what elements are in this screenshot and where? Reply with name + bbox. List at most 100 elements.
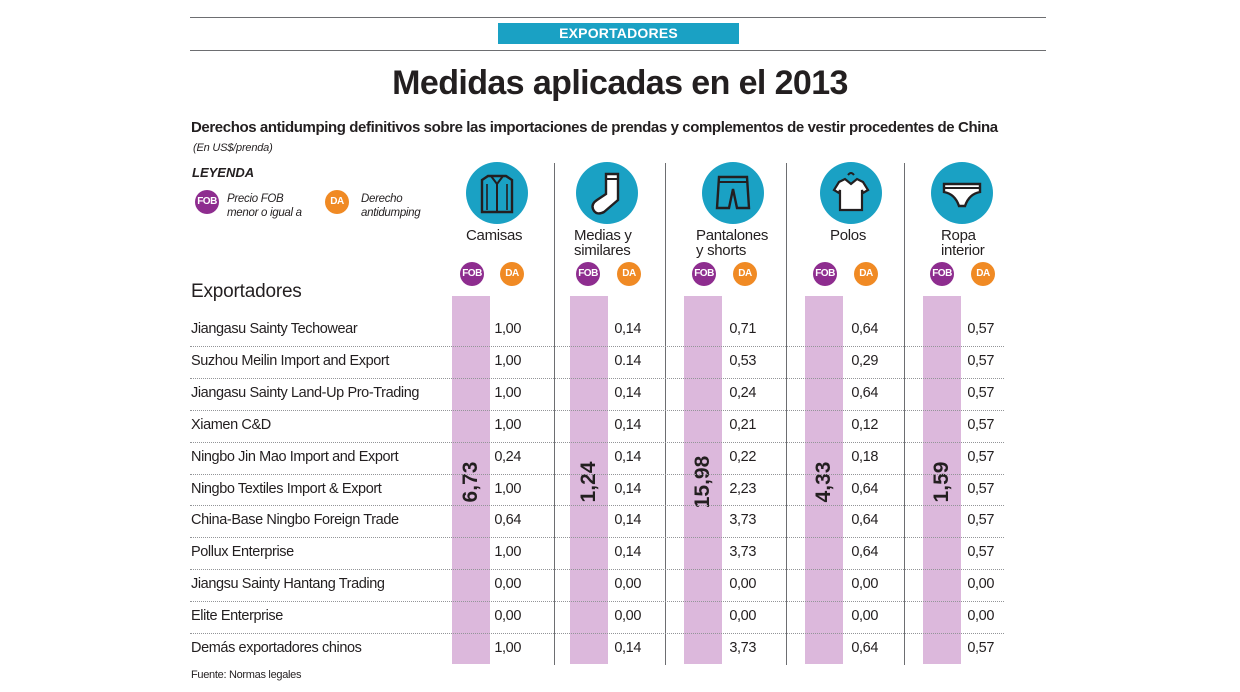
exporter-name: Xiamen C&D [191,416,271,433]
da-value: 1,00 [494,544,521,561]
da-value: 0,64 [851,544,878,561]
da-badge: DA [733,262,757,286]
da-value: 0,00 [494,576,521,593]
row-divider [190,474,1004,475]
page-title: Medidas aplicadas en el 2013 [392,64,848,102]
column-separator [786,163,787,665]
da-badge: DA [854,262,878,286]
fob-bar-ropa-interior [923,296,961,664]
da-value: 3,73 [729,544,756,561]
da-value: 0,64 [494,512,521,529]
row-divider [190,442,1004,443]
exporter-name: Suzhou Meilin Import and Export [191,352,389,369]
da-value: 1,00 [494,480,521,497]
shorts-icon [702,162,764,224]
da-value: 1,00 [494,384,521,401]
da-value: 0,21 [729,416,756,433]
fob-bar-medias [570,296,608,664]
da-value: 0,57 [967,352,994,369]
da-value: 1,00 [494,640,521,656]
category-name-medias: Medias y similares [574,227,632,259]
da-value: 0,53 [729,352,756,369]
da-value: 0,29 [851,352,878,369]
da-value: 0,00 [851,608,878,625]
fob-value-medias: 1,24 [577,461,600,503]
legend-da-text: Derecho antidumping [361,192,421,220]
da-value: 1,00 [494,416,521,433]
da-value: 0,14 [614,544,641,561]
fob-bar-camisas [452,296,490,664]
legend-fob-text: Precio FOB menor o igual a [227,192,302,220]
da-value: 0,18 [851,448,878,465]
exporter-name: Elite Enterprise [191,608,283,625]
exporters-header: Exportadores [191,281,302,302]
da-value: 0,57 [967,416,994,433]
da-badge: DA [500,262,524,286]
exporter-name: Ningbo Jin Mao Import and Export [191,448,399,465]
da-value: 0,57 [967,321,994,337]
underwear-icon [931,162,993,224]
legend-fob-line2: menor o igual a [227,207,302,219]
da-value: 0,00 [614,576,641,593]
exporter-name: Demás exportadores chinos [191,640,362,656]
column-separator [665,163,666,665]
da-value: 0,00 [851,576,878,593]
da-badge: DA [971,262,995,286]
exporter-name: Jiangasu Sainty Techowear [191,321,358,337]
row-divider [190,346,1004,347]
row-divider [190,505,1004,506]
da-value: 0,71 [729,321,756,337]
fob-badge: FOB [460,262,484,286]
fob-badge: FOB [576,262,600,286]
legend-fob-line1: Precio FOB [227,193,284,205]
da-value: 0,57 [967,384,994,401]
da-value: 0,00 [967,608,994,625]
da-value: 0,14 [614,384,641,401]
top-rule [190,17,1046,18]
da-badge: DA [617,262,641,286]
exporter-name: Ningbo Textiles Import & Export [191,480,382,497]
polo-shirt-icon [820,162,882,224]
da-value: 0.14 [614,352,641,369]
exporter-name: Pollux Enterprise [191,544,294,561]
da-value: 3,73 [729,512,756,529]
fob-value-pantalones: 15,98 [691,455,714,509]
da-value: 0,57 [967,448,994,465]
exporter-name: Jiangasu Sainty Land-Up Pro-Trading [191,384,420,401]
legend-fob-badge: FOB [195,190,219,214]
unit-note: (En US$/prenda) [193,142,273,154]
sock-icon [576,162,638,224]
fob-badge: FOB [692,262,716,286]
da-value: 3,73 [729,640,756,656]
da-value: 0,14 [614,480,641,497]
da-value: 0,00 [494,608,521,625]
source-note: Fuente: Normas legales [191,669,302,681]
section-banner: EXPORTADORES [498,23,739,44]
fob-badge: FOB [930,262,954,286]
legend-title: LEYENDA [192,165,255,180]
category-name-pantalones: Pantalones y shorts [696,227,769,259]
da-value: 0,00 [967,576,994,593]
subtitle: Derechos antidumping definitivos sobre l… [191,119,998,136]
fob-bar-polos [805,296,843,664]
da-value: 0,14 [614,512,641,529]
da-value: 1,00 [494,321,521,337]
row-divider [190,601,1004,602]
da-value: 0,00 [729,576,756,593]
da-value: 0,64 [851,384,878,401]
da-value: 0,22 [729,448,756,465]
da-value: 0,57 [967,544,994,561]
row-divider [190,410,1004,411]
da-value: 0,64 [851,640,878,656]
column-separator [904,163,905,665]
da-value: 0,64 [851,321,878,337]
legend-da-line2: antidumping [361,207,421,219]
row-divider [190,569,1004,570]
da-value: 0,57 [967,640,994,656]
da-value: 0,24 [494,448,521,465]
exporter-name: China-Base Ningbo Foreign Trade [191,512,399,529]
da-value: 0,14 [614,321,641,337]
row-divider [190,537,1004,538]
fob-value-polos: 4,33 [812,461,835,503]
category-name-ropa-interior: Ropa interior [941,227,985,259]
